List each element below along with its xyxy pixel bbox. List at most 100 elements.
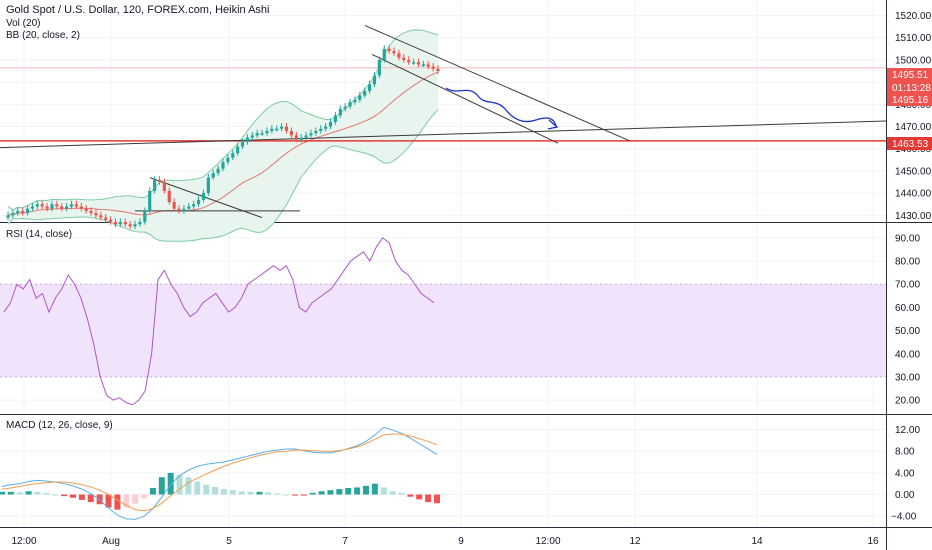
candle-body-33 <box>167 190 171 203</box>
macd-histogram-bar-41 <box>362 485 369 495</box>
candle-body-1 <box>11 213 15 216</box>
macd-histogram-bar-38 <box>336 489 343 495</box>
candle-body-21 <box>109 219 113 222</box>
macd-tick-2: 4.00 <box>895 468 915 479</box>
macd-histogram-bar-21 <box>185 477 192 495</box>
candle-body-24 <box>123 222 127 225</box>
candle-body-86 <box>426 64 430 67</box>
rsi-tick-7: 90.00 <box>895 233 920 244</box>
macd-histogram-bar-3 <box>25 491 32 495</box>
candle-body-60 <box>299 137 303 140</box>
candle-body-51 <box>255 133 259 136</box>
candle-body-76 <box>377 59 381 76</box>
macd-histogram-bar-48 <box>425 494 432 503</box>
macd-histogram-bar-15 <box>132 494 139 504</box>
rsi-indicator-label[interactable]: RSI (14, close) <box>6 229 73 240</box>
candle-body-87 <box>431 66 435 69</box>
macd-histogram-bar-7 <box>61 494 68 497</box>
price-tick-2: 1450.00 <box>895 166 932 177</box>
candle-body-35 <box>177 208 181 211</box>
macd-histogram-bar-0 <box>0 491 5 495</box>
macd-histogram-bar-29 <box>256 491 263 495</box>
candle-body-32 <box>162 182 166 191</box>
candle-body-72 <box>358 95 362 100</box>
macd-histogram-bar-12 <box>105 494 112 508</box>
candle-body-23 <box>118 222 122 225</box>
macd-histogram-bar-35 <box>309 492 316 495</box>
candle-body-80 <box>397 53 401 58</box>
candle-body-10 <box>55 204 59 207</box>
price-tick-9: 1520.00 <box>895 11 932 22</box>
bb-fill <box>8 29 438 242</box>
candle-body-4 <box>25 208 30 214</box>
macd-histogram-bar-23 <box>203 484 210 495</box>
macd-histogram-bar-37 <box>327 490 334 495</box>
time-tick-4: 9 <box>458 536 464 547</box>
candle-body-79 <box>392 51 396 54</box>
candle-body-83 <box>411 62 416 64</box>
candle-body-68 <box>338 108 342 116</box>
candle-body-37 <box>187 206 191 209</box>
vol-indicator-label[interactable]: Vol (20) <box>6 18 41 29</box>
macd-histogram-bar-45 <box>398 492 405 495</box>
candle-body-3 <box>21 210 25 214</box>
macd-histogram-bar-43 <box>380 487 387 495</box>
price-tag-last-price: 1495.51 <box>887 68 932 81</box>
candle-body-85 <box>421 64 425 66</box>
bb-indicator-label[interactable]: BB (20, close, 2) <box>6 30 80 41</box>
candle-body-70 <box>348 102 352 107</box>
rsi-tick-0: 20.00 <box>895 396 920 407</box>
macd-histogram-bar-32 <box>283 494 290 496</box>
macd-histogram-bar-4 <box>34 491 41 495</box>
candle-body-61 <box>304 135 308 138</box>
macd-histogram-bar-16 <box>141 494 148 499</box>
candle-body-65 <box>324 126 328 129</box>
price-tag-text-last-price: 1495.51 <box>892 70 929 81</box>
macd-histogram-bar-30 <box>265 492 272 495</box>
rsi-tick-5: 70.00 <box>895 280 920 291</box>
candle-body-2 <box>16 210 20 214</box>
price-tick-7: 1500.00 <box>895 55 932 66</box>
macd-indicator-label[interactable]: MACD (12, 26, close, 9) <box>6 420 113 431</box>
candle-body-25 <box>128 224 132 227</box>
candle-body-36 <box>182 208 186 211</box>
candle-body-63 <box>314 130 318 134</box>
macd-histogram-bar-17 <box>149 488 156 495</box>
macd-histogram-bar-28 <box>247 491 254 495</box>
time-tick-8: 16 <box>867 536 879 547</box>
candle-body-43 <box>216 168 220 174</box>
candle-body-41 <box>206 177 210 194</box>
rsi-tick-2: 40.00 <box>895 349 920 360</box>
chart-title: Gold Spot / U.S. Dollar, 120, FOREX.com,… <box>6 4 270 16</box>
macd-histogram-bar-22 <box>194 481 201 495</box>
macd-histogram-bar-36 <box>318 491 325 495</box>
candle-body-42 <box>211 173 215 178</box>
macd-histogram-bar-40 <box>354 487 361 495</box>
candle-body-59 <box>294 135 298 140</box>
time-tick-1: Aug <box>102 536 120 547</box>
macd-tick-0: −4.00 <box>891 512 917 523</box>
candle-body-20 <box>104 217 108 220</box>
candle-body-29 <box>148 190 152 211</box>
candle-body-22 <box>113 222 118 225</box>
candle-body-8 <box>45 206 49 209</box>
macd-histogram-bar-2 <box>16 492 23 495</box>
candle-body-88 <box>436 68 440 72</box>
candle-body-39 <box>196 199 201 205</box>
rsi-tick-4: 60.00 <box>895 303 920 314</box>
macd-histogram-bar-19 <box>167 472 174 495</box>
candle-body-66 <box>328 122 333 127</box>
macd-histogram-bar-9 <box>78 494 85 500</box>
candle-body-46 <box>231 153 235 158</box>
price-tick-1: 1440.00 <box>895 189 932 200</box>
candle-body-0 <box>6 215 10 218</box>
candle-body-12 <box>65 206 69 209</box>
candle-body-57 <box>284 126 289 131</box>
forecast-arrowhead <box>547 119 559 130</box>
macd-histogram-bar-1 <box>7 491 14 495</box>
macd-histogram-bar-34 <box>300 494 307 496</box>
candle-body-15 <box>79 206 83 209</box>
time-tick-3: 7 <box>342 536 348 547</box>
macd-histogram-bar-13 <box>114 494 121 510</box>
